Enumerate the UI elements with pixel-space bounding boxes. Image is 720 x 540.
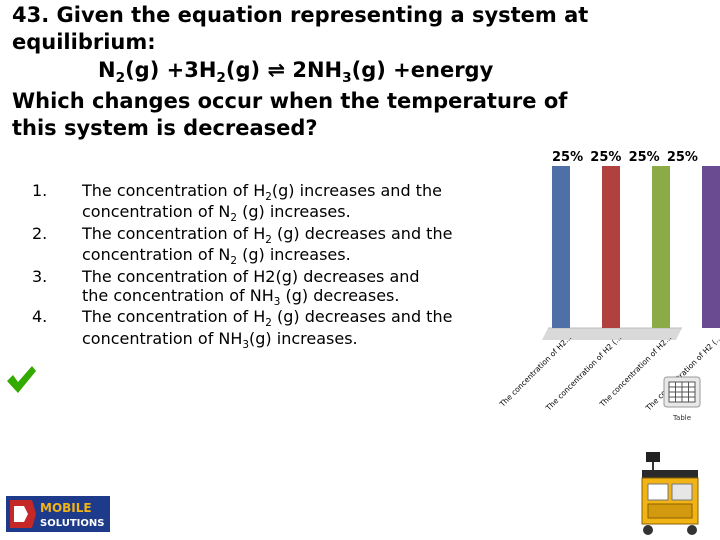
answer-text: The concentration of H2 (g) decreases an… (82, 307, 453, 351)
question-line-4: Which changes occur when the temperature… (12, 88, 568, 113)
answer-number: 3. (32, 266, 48, 286)
percent-label: 25% (590, 150, 622, 165)
answer-option-1[interactable]: 1. The concentration of H2(g) increases … (32, 181, 462, 225)
answer-option-4[interactable]: 4. The concentration of H2 (g) decreases… (32, 307, 462, 351)
table-icon[interactable]: Table (661, 374, 703, 428)
question-line-5: this system is decreased? (12, 115, 318, 140)
checkmark-icon (7, 366, 36, 393)
answer-text: The concentration of H2(g) decreases and… (82, 266, 420, 308)
answer-number: 4. (32, 307, 48, 327)
question-line-2: equilibrium: (12, 30, 156, 55)
answer-text: The concentration of H2(g) increases and… (82, 181, 442, 225)
answer-option-2[interactable]: 2. The concentration of H2 (g) decreases… (32, 223, 462, 268)
question-line-1: 43. Given the equation representing a sy… (12, 3, 589, 27)
question-text: 43. Given the equation representing a sy… (12, 2, 612, 142)
chart-bar (552, 166, 570, 328)
percent-label: 25% (666, 150, 698, 165)
equation: N2(g) +3H2(g) ⇌ 2NH3(g) +energy (98, 57, 494, 86)
answer-number: 1. (32, 181, 48, 200)
answer-number: 2. (32, 223, 48, 243)
percent-label: 25% (552, 150, 584, 165)
chart-bar (602, 166, 620, 328)
mobile-cart-icon (641, 452, 699, 535)
response-chart: The concentration of H2...The concentrat… (497, 166, 720, 413)
answer-option-3[interactable]: 3. The concentration of H2(g) decreases … (32, 266, 462, 308)
logo-text-1: MOBILE (40, 501, 92, 515)
percent-labels: 25% 25% 25% 25% (552, 150, 698, 165)
chart-bar (702, 166, 720, 328)
chart-bar (652, 166, 670, 328)
percent-label: 25% (628, 150, 660, 165)
answer-list: 1. The concentration of H2(g) increases … (32, 181, 462, 351)
answer-text: The concentration of H2 (g) decreases an… (82, 223, 453, 268)
mobile-solutions-logo: MOBILE SOLUTIONS (6, 496, 110, 532)
logo-text-2: SOLUTIONS (40, 518, 104, 529)
chart-floor (542, 328, 682, 340)
table-icon-label: Table (672, 414, 691, 422)
